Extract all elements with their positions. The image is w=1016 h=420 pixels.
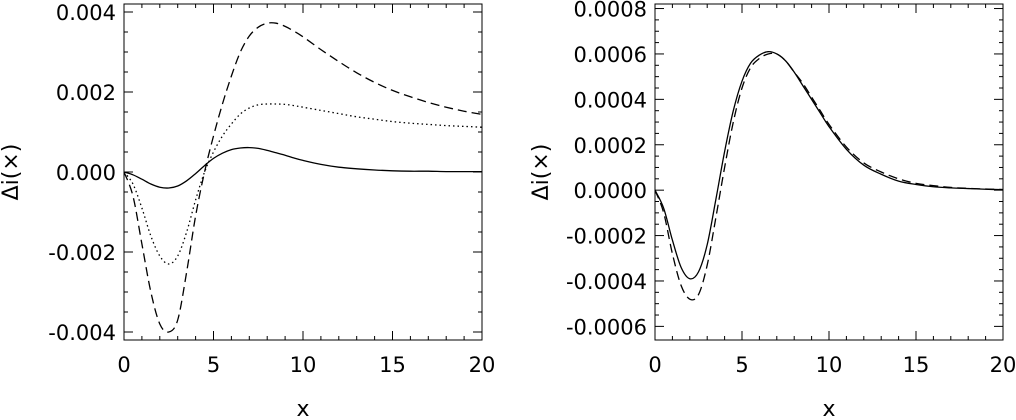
y-tick-label: -0.0004 [566, 270, 647, 294]
series-line-dotted [123, 103, 483, 265]
plot-frame [123, 3, 483, 341]
x-tick-label: 0 [117, 353, 130, 377]
y-tick-label: -0.004 [48, 321, 116, 345]
series-line-dashed [123, 22, 483, 333]
series-line-solid [123, 146, 482, 189]
x-tick-label: 5 [207, 353, 220, 377]
y-tick-label: 0.000 [56, 161, 116, 185]
left-plot-panel: 0 5 10 15 20 -0.004 -0.002 0.000 0.002 0.004 x Δi(×… [0, 1, 495, 420]
y-tick-label: 0.002 [56, 81, 116, 105]
x-axis-label: x [822, 397, 835, 420]
x-axis-label: x [296, 397, 309, 420]
series-line-dashed [654, 52, 1004, 301]
y-tick-label: 0.0000 [574, 179, 647, 203]
y-tick-label: 0.0002 [574, 134, 647, 158]
y-tick-label: 0.0006 [574, 43, 647, 67]
y-axis-label: Δi(×) [529, 144, 554, 201]
y-axis-label: Δi(×) [0, 144, 24, 201]
x-tick-label: 15 [379, 353, 406, 377]
y-tick-label: 0.0004 [574, 88, 647, 112]
x-tick-label: 0 [648, 353, 661, 377]
x-tick-label: 20 [990, 353, 1016, 377]
plot-frame [654, 3, 1004, 341]
x-tick-label: 10 [816, 353, 843, 377]
right-plot-panel: 0 5 10 15 20 -0.0006 -0.0004 -0.0002 0.0000 0.000… [529, 0, 1016, 420]
x-tick-label: 10 [290, 353, 317, 377]
x-tick-label: 15 [903, 353, 930, 377]
y-tick-label: -0.0002 [566, 225, 647, 249]
x-tick-label: 20 [469, 353, 496, 377]
series-line-solid [654, 51, 1004, 280]
y-tick-label: 0.004 [56, 1, 116, 25]
y-tick-label: -0.002 [48, 241, 116, 265]
y-tick-label: 0.0008 [574, 0, 647, 22]
x-tick-label: 5 [735, 353, 748, 377]
y-tick-label: -0.0006 [566, 315, 647, 339]
